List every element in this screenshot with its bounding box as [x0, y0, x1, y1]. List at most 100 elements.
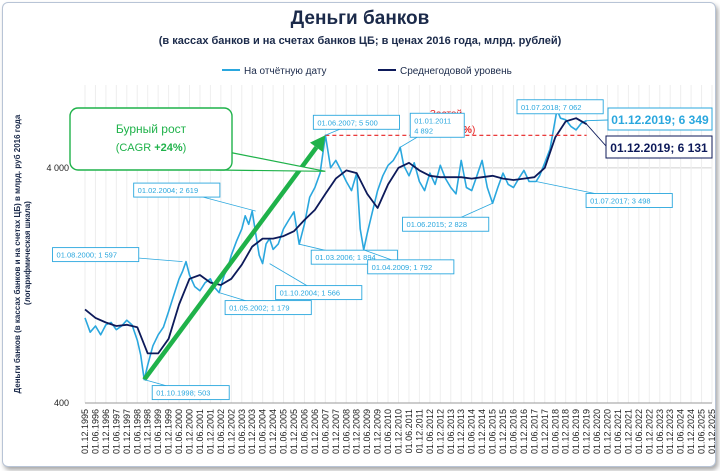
x-tick-label: 01.06.2005 [279, 409, 289, 454]
x-tick-label: 01.12.1999 [164, 409, 174, 454]
point-callout-label: 01.01.2011 [414, 116, 451, 125]
point-callout: 01.06.2015; 2 828 [402, 202, 493, 232]
x-tick-label: 01.12.2002 [226, 409, 236, 454]
x-tick-label: 01.12.2025 [707, 409, 717, 454]
end-avg-label: 01.12.2019; 6 131 [610, 141, 708, 155]
x-tick-label: 01.12.2005 [289, 409, 299, 454]
y-axis-label: Деньги банков (в кассах банков и на счет… [13, 112, 32, 393]
point-callout-label: 01.08.2000; 1 597 [57, 251, 117, 260]
x-tick-label: 01.06.2001 [195, 409, 205, 454]
x-tick-label: 01.12.2024 [686, 409, 696, 454]
point-callout-box [402, 216, 490, 232]
x-tick-label: 01.12.2016 [519, 409, 529, 454]
x-tick-label: 01.06.2017 [529, 409, 539, 454]
x-tick-label: 01.06.2024 [676, 409, 686, 454]
x-tick-label: 01.06.2010 [383, 409, 393, 454]
x-tick-label: 01.12.2017 [540, 409, 550, 454]
x-tick-label: 01.12.2022 [644, 409, 654, 454]
point-callout: 01.07.2017; 3 498 [536, 181, 673, 208]
x-tick-label: 01.12.2013 [456, 409, 466, 454]
x-tick-label: 01.12.2023 [665, 409, 675, 454]
end-spot-leader [586, 119, 609, 122]
point-callout-box [312, 114, 401, 130]
boom-arrow-head [309, 135, 326, 153]
y-tick-label: 4 000 [46, 163, 69, 173]
x-tick-label: 01.06.2004 [258, 409, 268, 454]
x-tick-label: 01.12.2020 [603, 409, 613, 454]
boom-callout-pointer [215, 151, 326, 172]
x-tick-label: 01.12.2008 [352, 409, 362, 454]
x-tick-label: 01.06.2021 [613, 409, 623, 454]
x-tick-label: 01.12.2014 [477, 409, 487, 454]
point-callout-label: 01.10.2004; 1 566 [280, 289, 340, 298]
series-line-avg [84, 117, 588, 355]
end-avg-leader [586, 123, 607, 147]
x-tick-label: 01.12.2012 [435, 409, 445, 454]
point-callout-box [224, 300, 312, 316]
chart-subtitle: (в кассах банков и на счетах банков ЦБ; … [158, 35, 562, 47]
end-spot-box [607, 107, 713, 131]
x-tick-label: 01.06.2014 [467, 409, 477, 454]
x-tick-label: 01.12.1998 [143, 409, 153, 454]
x-tick-label: 01.06.2011 [404, 409, 414, 453]
point-callout: 01.08.2000; 1 597 [52, 247, 183, 263]
point-callout-label: 01.06.2007; 5 500 [317, 118, 377, 127]
point-callout-box [585, 193, 673, 208]
x-tick-label: 01.12.2006 [310, 409, 320, 454]
point-callout: 01.05.2002; 1 179 [218, 292, 312, 316]
point-callout-label: 01.06.2015; 2 828 [407, 220, 467, 229]
point-callout-label: 01.04.2009; 1 792 [372, 263, 432, 272]
point-callout-box [367, 259, 455, 275]
x-tick-label: 01.12.2004 [268, 409, 278, 454]
point-callout: 01.07.2018; 7 062 [516, 99, 604, 115]
point-callout: 01.06.2007; 5 500 [312, 114, 401, 136]
point-callout-box [52, 247, 140, 263]
legend-label-spot: На отчётную дату [244, 66, 327, 77]
x-tick-label: 01.12.1995 [80, 409, 90, 454]
x-tick-label: 01.06.2006 [299, 409, 309, 454]
x-tick-label: 01.06.2012 [425, 409, 435, 454]
legend-label-avg: Среднегодовой уровень [400, 66, 512, 77]
point-callout-label: 01.07.2017; 3 498 [590, 197, 650, 206]
end-callouts: 01.12.2019; 6 349 01.12.2019; 6 131 [586, 107, 713, 159]
point-callout-label: 01.03.2006; 1 894 [315, 253, 375, 262]
point-callout: 01.02.2004; 2 619 [133, 182, 256, 212]
x-tick-label: 01.12.2010 [394, 409, 404, 454]
x-tick-label: 01.06.2022 [634, 409, 644, 454]
x-tick-label: 01.06.2000 [174, 409, 184, 454]
point-callout-label: 01.05.2002; 1 179 [229, 304, 289, 313]
chart-title: Деньги банков [290, 8, 430, 29]
point-callout: 01.10.1998; 503 [144, 379, 230, 401]
x-tick-label: 01.06.2003 [237, 409, 247, 454]
x-tick-label: 01.06.1996 [90, 409, 100, 454]
x-tick-label: 01.06.2013 [446, 409, 456, 454]
x-tick-label: 01.06.2008 [341, 409, 351, 454]
point-callout-box [409, 112, 465, 138]
x-tick-label: 01.06.2016 [508, 409, 518, 454]
x-tick-label: 01.06.2015 [488, 409, 498, 454]
x-tick-label: 01.06.2023 [655, 409, 665, 454]
x-tick-label: 01.06.1997 [111, 409, 121, 454]
x-tick-label: 01.12.2001 [205, 409, 215, 454]
x-tick-label: 01.06.2019 [571, 409, 581, 454]
point-callout-box [516, 99, 604, 115]
point-callout-label: 4 892 [414, 126, 433, 135]
boom-arrow-shaft [142, 146, 319, 381]
point-callout: 01.04.2009; 1 792 [363, 249, 455, 275]
x-tick-label: 01.12.2019 [582, 409, 592, 454]
x-tick-label: 01.12.2000 [185, 409, 195, 454]
point-callout-label: 01.10.1998; 503 [156, 389, 210, 398]
x-tick-label: 01.12.2009 [373, 409, 383, 454]
point-callout-box [133, 182, 221, 198]
x-tick-label: 01.06.1998 [132, 409, 142, 454]
boom-label: Бурный рост [116, 122, 187, 136]
x-tick-label: 01.06.1999 [153, 409, 163, 454]
x-tick-label: 01.06.2009 [362, 409, 372, 454]
x-tick-label: 01.12.1997 [122, 409, 132, 454]
x-tick-label: 01.12.2015 [498, 409, 508, 454]
x-tick-label: 01.06.2002 [216, 409, 226, 454]
point-callout: 01.10.2004; 1 566 [269, 263, 363, 301]
x-tick-label: 01.12.2003 [247, 409, 257, 454]
